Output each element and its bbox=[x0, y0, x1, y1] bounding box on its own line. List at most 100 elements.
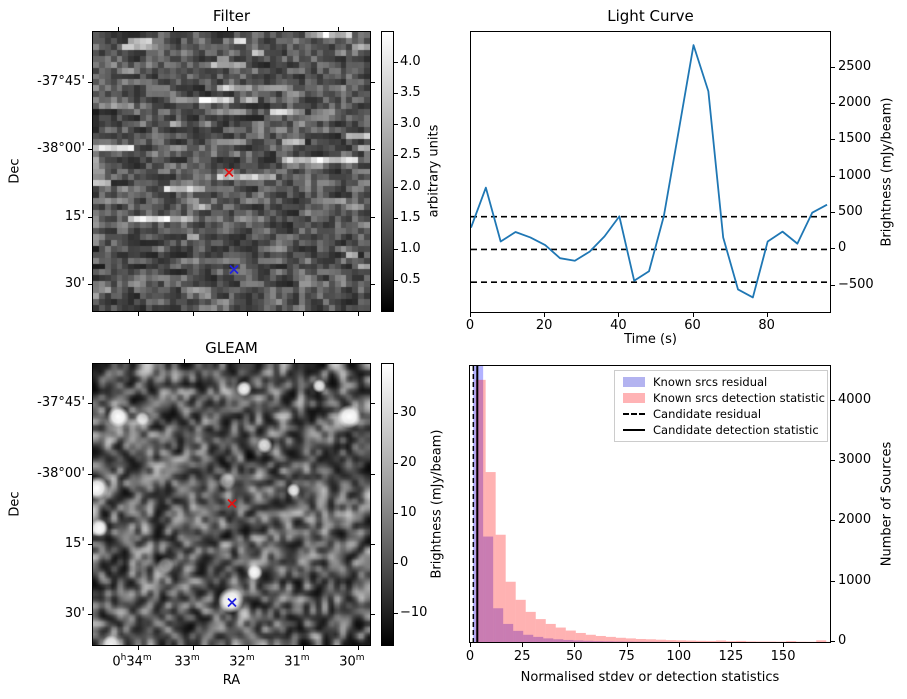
legend-item: Candidate detection statistic bbox=[623, 424, 819, 436]
filter-axes bbox=[92, 31, 371, 312]
histogram-bar bbox=[716, 640, 727, 642]
tick-mark bbox=[692, 313, 694, 317]
tick-mark bbox=[371, 149, 375, 151]
time-tick-label: 20 bbox=[535, 318, 553, 333]
legend-label: Candidate residual bbox=[653, 407, 762, 421]
dec-tick-label: 30' bbox=[64, 606, 85, 622]
tick-mark bbox=[302, 312, 304, 316]
ra-tick-label: 0h34m bbox=[112, 651, 151, 669]
tick-mark bbox=[394, 217, 398, 219]
light-curve-line bbox=[471, 44, 828, 299]
legend-patch-swatch bbox=[623, 377, 645, 387]
histogram-bar bbox=[475, 379, 486, 642]
tick-mark bbox=[371, 283, 375, 285]
tick-mark bbox=[831, 399, 835, 401]
blue-x-marker bbox=[226, 593, 238, 612]
x-marker-glyph bbox=[224, 167, 234, 178]
gleam-colorbar bbox=[381, 363, 394, 646]
legend-patch-swatch bbox=[623, 393, 645, 403]
tick-mark bbox=[350, 359, 352, 363]
sources-tick-label: 1000 bbox=[838, 572, 872, 588]
tick-mark bbox=[88, 81, 92, 83]
sources-tick-label: 0 bbox=[838, 633, 847, 648]
tick-mark bbox=[394, 61, 398, 63]
histogram-bar bbox=[585, 634, 596, 642]
tick-mark bbox=[470, 313, 471, 317]
histogram-bar bbox=[545, 623, 556, 642]
ra-value: 30 bbox=[339, 654, 356, 670]
legend-label: Candidate detection statistic bbox=[653, 423, 819, 437]
histogram-bar bbox=[483, 536, 494, 642]
blue-x-marker bbox=[228, 260, 240, 279]
tick-mark bbox=[394, 248, 398, 250]
time-tick-label: 0 bbox=[465, 318, 475, 333]
histogram-bar bbox=[525, 611, 536, 642]
histogram-bar bbox=[603, 641, 614, 642]
histogram-bar bbox=[726, 641, 737, 642]
tick-mark bbox=[247, 312, 249, 316]
ra-unit-sup: m bbox=[190, 653, 200, 663]
filter-colorbar-tick-label: 0.5 bbox=[400, 272, 421, 288]
brightness-tick-label: 500 bbox=[838, 204, 863, 220]
filter-colorbar-tick-label: 3.0 bbox=[400, 116, 421, 132]
tick-mark bbox=[831, 641, 835, 642]
histogram-bar bbox=[605, 636, 616, 642]
light-curve-title: Light Curve bbox=[607, 7, 694, 25]
x-marker-glyph bbox=[229, 264, 239, 274]
histogram-bar bbox=[613, 641, 624, 642]
histogram-bar bbox=[686, 640, 697, 642]
filter-colorbar-label: arbitrary units bbox=[426, 124, 442, 218]
histogram-bar bbox=[665, 640, 676, 642]
time-tick-label: 40 bbox=[610, 318, 627, 333]
gleam-x-axis-label: RA bbox=[222, 673, 241, 688]
histogram-bar bbox=[736, 640, 747, 642]
tick-mark bbox=[371, 402, 375, 404]
tick-mark bbox=[394, 186, 398, 188]
dec-tick-label: -37°45' bbox=[37, 73, 85, 89]
tick-mark bbox=[394, 155, 398, 157]
histogram-bar bbox=[565, 630, 576, 642]
tick-mark bbox=[831, 248, 835, 250]
ra-value: 0 bbox=[112, 654, 121, 670]
histogram-bar bbox=[635, 638, 646, 642]
red-x-marker bbox=[226, 494, 238, 513]
tick-mark bbox=[831, 284, 835, 286]
histogram-bar bbox=[535, 619, 546, 642]
tick-mark bbox=[831, 103, 835, 104]
ra-unit-sup: m bbox=[142, 653, 152, 663]
tick-mark bbox=[766, 313, 768, 317]
histogram-bar bbox=[563, 639, 574, 642]
histogram-bar bbox=[553, 639, 564, 642]
stat-tick-label: 25 bbox=[513, 649, 531, 664]
dec-tick-label: -38°00' bbox=[37, 465, 85, 481]
stat-tick-label: 50 bbox=[566, 649, 583, 664]
histogram-bar bbox=[696, 640, 707, 642]
tick-mark bbox=[394, 463, 398, 465]
tick-mark bbox=[357, 646, 359, 650]
tick-mark bbox=[831, 580, 835, 582]
tick-mark bbox=[184, 359, 186, 363]
tick-mark bbox=[394, 562, 398, 564]
tick-mark bbox=[357, 312, 359, 316]
filter-colorbar-tick-label: 3.5 bbox=[400, 85, 421, 101]
histogram-x-axis-label: Normalised stdev or detection statistics bbox=[520, 670, 780, 685]
histogram-bar bbox=[816, 640, 827, 642]
brightness-tick-label: 0 bbox=[838, 240, 847, 256]
filter-colorbar-tick-label: 1.5 bbox=[400, 209, 421, 225]
tick-mark bbox=[293, 359, 295, 363]
tick-mark bbox=[88, 402, 92, 404]
gleam-colorbar-tick-label: 30 bbox=[400, 405, 417, 421]
tick-mark bbox=[371, 81, 375, 83]
histogram-bar bbox=[513, 630, 524, 642]
histogram-bar bbox=[625, 638, 636, 642]
filter-colorbar-tick-label: 4.0 bbox=[400, 53, 421, 69]
ra-unit-sup: m bbox=[245, 653, 255, 663]
tick-mark bbox=[831, 212, 835, 214]
tick-mark bbox=[138, 646, 140, 650]
filter-colorbar-tick-label: 1.0 bbox=[400, 240, 421, 256]
gleam-panel-title: GLEAM bbox=[205, 339, 258, 357]
brightness-tick-label: 1000 bbox=[838, 167, 872, 183]
tick-mark bbox=[129, 359, 131, 363]
sources-tick-label: 4000 bbox=[838, 391, 872, 407]
